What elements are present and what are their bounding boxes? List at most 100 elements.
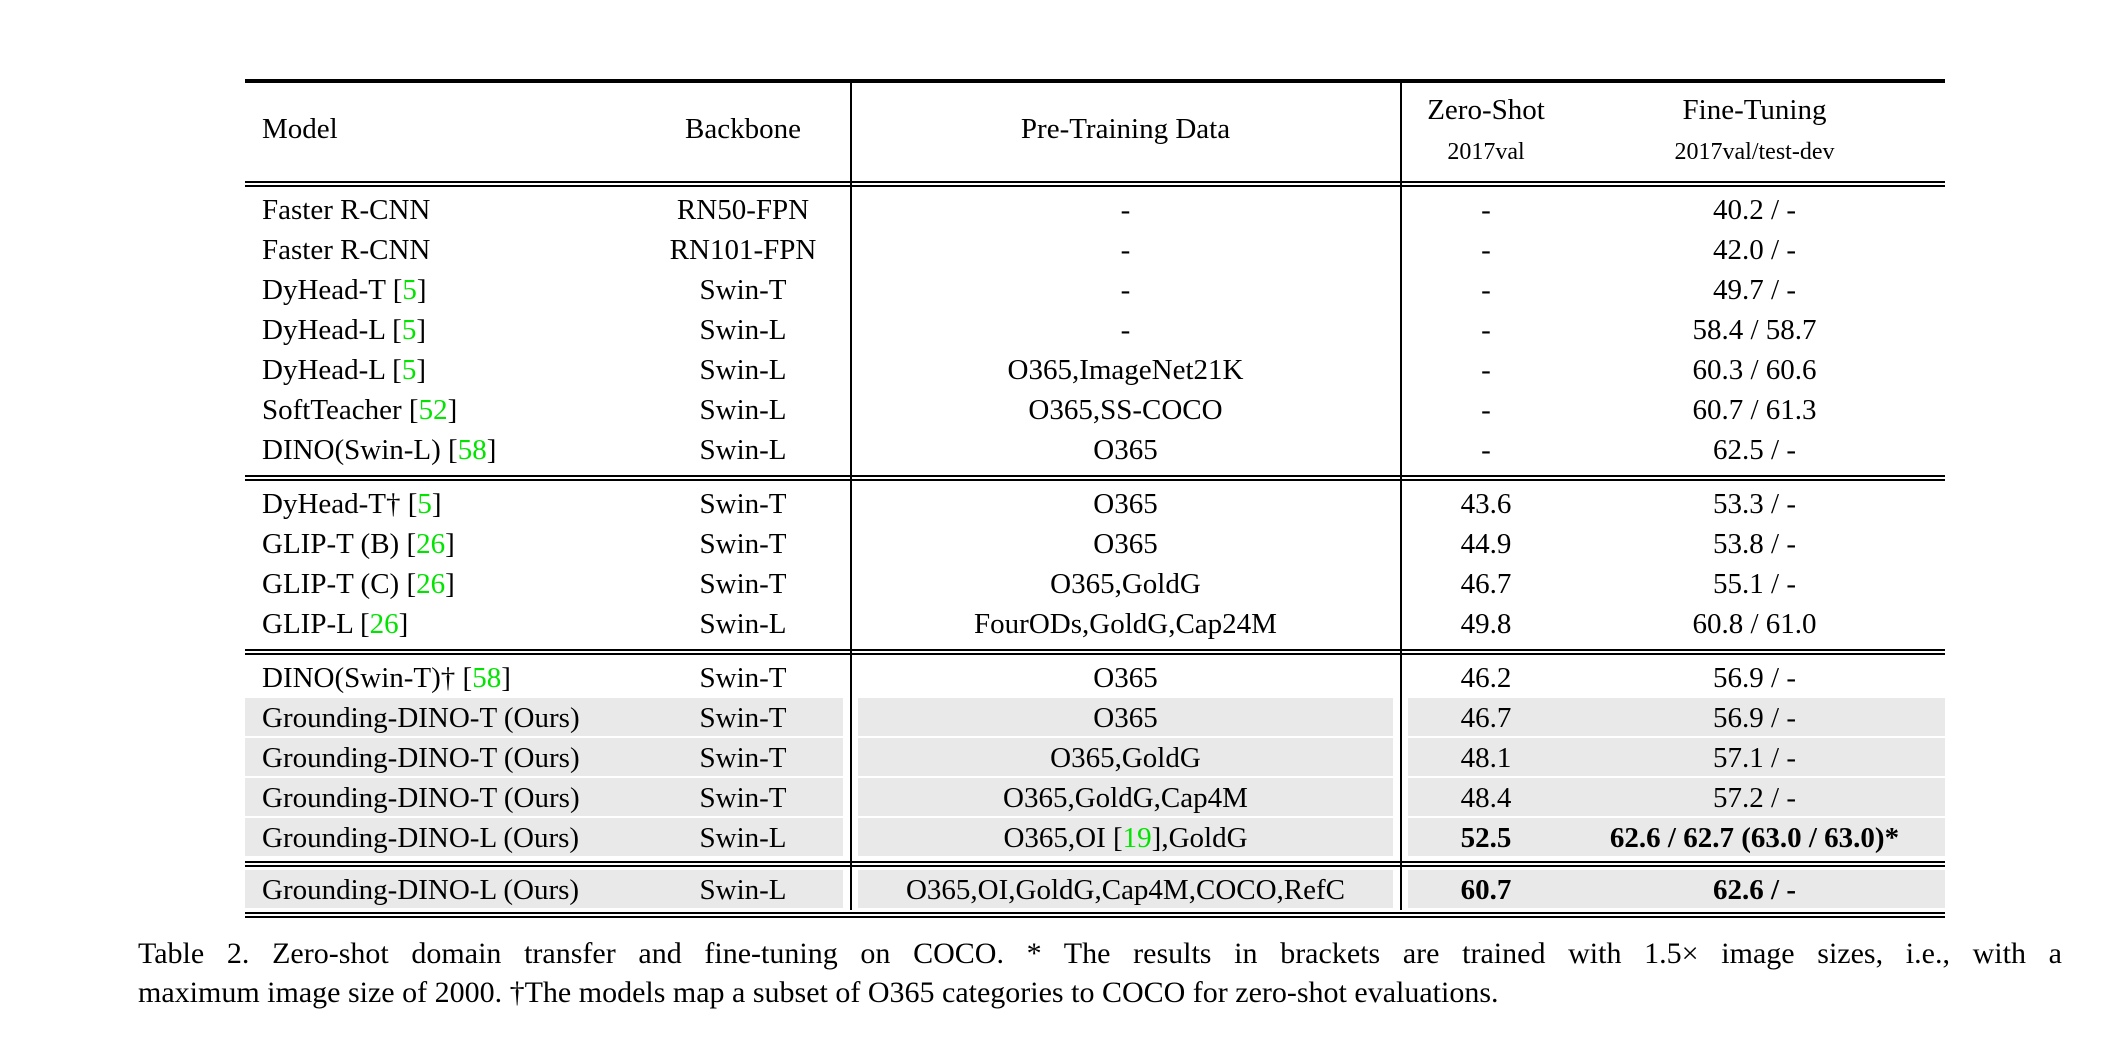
citation-link[interactable]: 19 <box>1122 822 1152 854</box>
table-row: GLIP-T (C) [26] Swin-T O365,GoldG 46.7 5… <box>245 564 1945 604</box>
cell-zero-shot: 43.6 <box>1460 488 1512 520</box>
column-divider <box>1393 310 1408 350</box>
cell-zero-shot: 48.4 <box>1408 778 1564 818</box>
cell-fine-tuning: 53.3 / - <box>1713 488 1796 520</box>
col-header-model: Model <box>262 113 338 145</box>
column-divider <box>843 698 858 738</box>
table-row-highlighted: Grounding-DINO-L (Ours) Swin-L O365,OI,G… <box>245 870 1945 910</box>
cell-pretraining-data: O365,GoldG <box>1050 568 1201 600</box>
table-row: DyHead-L [5] Swin-L O365,ImageNet21K - 6… <box>245 350 1945 390</box>
cell-fine-tuning: 62.6 / - <box>1564 870 1945 910</box>
column-divider <box>1393 484 1408 524</box>
citation-link[interactable]: 58 <box>457 434 487 466</box>
table-row: GLIP-T (B) [26] Swin-T O365 44.9 53.8 / … <box>245 524 1945 564</box>
group-separator-rule <box>245 644 1945 658</box>
column-divider <box>843 818 858 858</box>
cell-pretraining-data: - <box>1120 234 1131 266</box>
cell-model: DyHead-T [5] <box>262 274 427 306</box>
table-row-highlighted: Grounding-DINO-T (Ours) Swin-T O365,Gold… <box>245 778 1945 818</box>
column-divider <box>843 658 858 698</box>
cell-pretraining-data: O365 <box>1093 434 1158 466</box>
cell-model: DINO(Swin-T)† [58] <box>262 662 511 694</box>
column-divider <box>843 390 858 430</box>
column-divider <box>843 484 858 524</box>
citation-link[interactable]: 26 <box>369 608 399 640</box>
cell-fine-tuning: 40.2 / - <box>1713 194 1796 226</box>
cell-fine-tuning: 62.6 / 62.7 (63.0 / 63.0)* <box>1564 818 1945 858</box>
cell-backbone: Swin-L <box>699 394 787 426</box>
column-divider <box>1393 738 1408 778</box>
cell-pretraining-data: O365 <box>1093 662 1158 694</box>
column-divider <box>1393 818 1408 858</box>
table-row-highlighted: Grounding-DINO-T (Ours) Swin-T O365 46.7… <box>245 698 1945 738</box>
zero-shot-label: Zero-Shot <box>1427 93 1545 126</box>
table-row: DyHead-T† [5] Swin-T O365 43.6 53.3 / - <box>245 484 1945 524</box>
cell-zero-shot: 52.5 <box>1408 818 1564 858</box>
cell-model: Grounding-DINO-T (Ours) <box>245 738 643 778</box>
table-row: DINO(Swin-T)† [58] Swin-T O365 46.2 56.9… <box>245 658 1945 698</box>
cell-fine-tuning: 49.7 / - <box>1713 274 1796 306</box>
cell-model: DyHead-T† [5] <box>262 488 442 520</box>
citation-link[interactable]: 5 <box>401 314 417 346</box>
table-caption: Table 2. Zero-shot domain transfer and f… <box>138 934 2062 1012</box>
cell-backbone: Swin-T <box>699 528 787 560</box>
column-divider <box>843 870 858 910</box>
cell-zero-shot: 60.7 <box>1408 870 1564 910</box>
cell-pretraining-data: - <box>1120 194 1131 226</box>
cell-zero-shot: - <box>1481 274 1491 306</box>
cell-backbone: Swin-T <box>699 274 787 306</box>
column-divider <box>1393 604 1408 644</box>
cell-model: Grounding-DINO-T (Ours) <box>245 778 643 818</box>
cell-backbone: Swin-L <box>699 354 787 386</box>
citation-link[interactable]: 52 <box>418 394 448 426</box>
cell-fine-tuning: 56.9 / - <box>1564 698 1945 738</box>
citation-link[interactable]: 26 <box>416 528 446 560</box>
cell-fine-tuning: 60.8 / 61.0 <box>1692 608 1817 640</box>
column-divider <box>1393 564 1408 604</box>
citation-link[interactable]: 58 <box>472 662 502 694</box>
cell-zero-shot: - <box>1481 194 1491 226</box>
cell-fine-tuning: 62.5 / - <box>1713 434 1796 466</box>
cell-backbone: Swin-T <box>643 778 843 818</box>
col-header-backbone: Backbone <box>685 113 801 145</box>
citation-link[interactable]: 5 <box>401 354 417 386</box>
citation-link[interactable]: 5 <box>417 488 432 520</box>
cell-backbone: Swin-L <box>699 608 787 640</box>
column-divider <box>1393 350 1408 390</box>
fine-tuning-label: Fine-Tuning <box>1682 93 1827 126</box>
column-divider <box>843 310 858 350</box>
group-separator-rule <box>245 470 1945 484</box>
cell-backbone: Swin-L <box>699 314 787 346</box>
cell-model: DINO(Swin-L) [58] <box>262 434 497 466</box>
column-divider <box>1393 698 1408 738</box>
column-divider <box>1393 390 1408 430</box>
cell-zero-shot: - <box>1481 394 1491 426</box>
cell-fine-tuning: 56.9 / - <box>1713 662 1796 694</box>
citation-link[interactable]: 5 <box>402 274 417 306</box>
table-row: DINO(Swin-L) [58] Swin-L O365 - 62.5 / - <box>245 430 1945 470</box>
table-row: GLIP-L [26] Swin-L FourODs,GoldG,Cap24M … <box>245 604 1945 644</box>
table-header-row: Model Backbone Pre-Training Data Zero-Sh… <box>245 83 1945 176</box>
group-separator-rule <box>245 858 1945 870</box>
header-separator-rule <box>245 176 1945 190</box>
cell-backbone: Swin-T <box>643 698 843 738</box>
cell-fine-tuning: 42.0 / - <box>1713 234 1796 266</box>
cell-model: GLIP-T (B) [26] <box>262 528 455 560</box>
cell-zero-shot: 49.8 <box>1460 608 1512 640</box>
table-bottom-rule <box>245 910 1945 920</box>
cell-pretraining-data: O365,GoldG,Cap4M <box>858 778 1393 818</box>
table-row: DyHead-L [5] Swin-L - - 58.4 / 58.7 <box>245 310 1945 350</box>
column-divider <box>843 230 858 270</box>
cell-pretraining-data: O365 <box>1093 488 1158 520</box>
cell-model: DyHead-L [5] <box>262 354 427 386</box>
cell-backbone: Swin-L <box>699 434 787 466</box>
cell-model: GLIP-T (C) [26] <box>262 568 455 600</box>
citation-link[interactable]: 26 <box>416 568 446 600</box>
caption-line-2: maximum image size of 2000. †The models … <box>138 976 1499 1009</box>
cell-zero-shot: - <box>1481 354 1491 386</box>
cell-backbone: RN50-FPN <box>676 194 810 226</box>
column-divider <box>843 350 858 390</box>
column-divider <box>1393 190 1408 230</box>
cell-backbone: Swin-L <box>643 870 843 910</box>
cell-pretraining-data: FourODs,GoldG,Cap24M <box>974 608 1277 640</box>
